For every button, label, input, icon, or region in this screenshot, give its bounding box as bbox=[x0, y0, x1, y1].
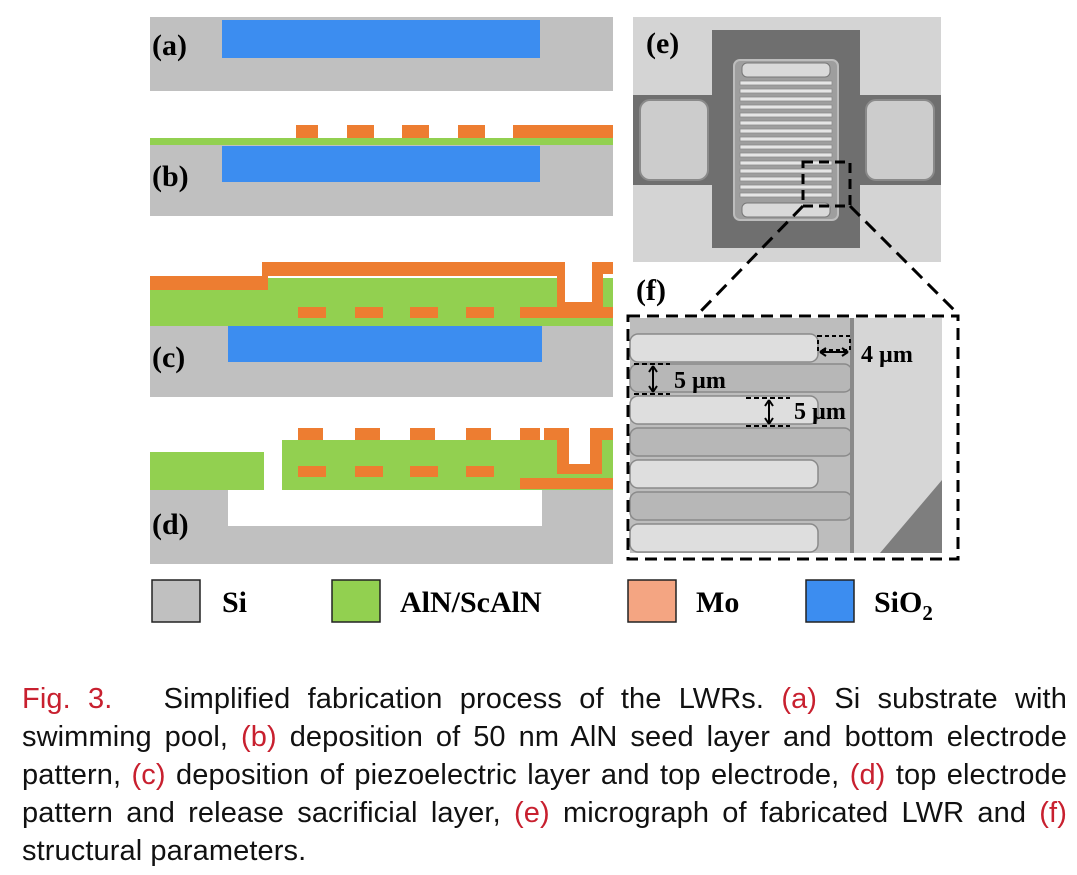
panel-d: (d) bbox=[150, 428, 613, 564]
bottom-electrode-buried bbox=[298, 466, 613, 489]
figure-caption: Fig. 3. Simplified fabrication process o… bbox=[22, 683, 1067, 867]
sio2-pool bbox=[222, 146, 540, 182]
legend-swatch-mo bbox=[627, 579, 677, 623]
panel-label-d: (d) bbox=[152, 508, 189, 541]
piezo-layer-right bbox=[282, 440, 613, 490]
legend-label-mo: Mo bbox=[696, 586, 739, 619]
dim-label-pitch: 5 µm bbox=[674, 368, 726, 394]
legend-label-si: Si bbox=[222, 586, 247, 619]
panel-b: (b) bbox=[150, 125, 613, 216]
bottom-electrode-buried bbox=[298, 307, 613, 318]
caption-ref-e: (e) bbox=[513, 797, 550, 829]
zoom-box bbox=[801, 160, 852, 208]
sio2-pool bbox=[228, 326, 542, 362]
caption-ref-b: (b) bbox=[241, 721, 277, 753]
aln-seed-layer bbox=[150, 138, 613, 145]
panel-label-f: (f) bbox=[636, 274, 666, 307]
piezo-layer-left bbox=[150, 452, 264, 490]
top-electrode-layer bbox=[150, 262, 613, 310]
zoom-line-left bbox=[698, 204, 805, 314]
dim-gap bbox=[817, 335, 851, 357]
panel-a: (a) bbox=[150, 17, 613, 91]
dim-label-gap: 4 µm bbox=[861, 342, 913, 368]
zoom-line-right bbox=[848, 204, 958, 314]
fabrication-figure: (a) (b) (c) bbox=[150, 17, 960, 625]
release-hole bbox=[264, 440, 272, 490]
sio2-pool bbox=[222, 20, 540, 58]
caption-fig-number: Fig. 3. bbox=[22, 683, 113, 715]
panel-label-a: (a) bbox=[152, 29, 187, 62]
caption-ref-a: (a) bbox=[781, 683, 818, 715]
panel-label-c: (c) bbox=[152, 341, 185, 374]
released-cavity bbox=[228, 490, 542, 526]
panel-c: (c) bbox=[150, 262, 613, 397]
legend-swatch-sio2 bbox=[805, 579, 855, 623]
panel-e-micrograph: (e) bbox=[633, 17, 941, 262]
panel-label-e: (e) bbox=[646, 27, 679, 60]
legend-swatch-si bbox=[151, 579, 201, 623]
legend-label-aln: AlN/ScAlN bbox=[400, 586, 542, 619]
caption-ref-c: (c) bbox=[131, 759, 166, 791]
legend-swatch-aln bbox=[331, 579, 381, 623]
dim-finger bbox=[746, 397, 790, 427]
legend: Si AlN/ScAlN Mo SiO2 bbox=[151, 579, 933, 625]
panel-f-zoom: (f) 4 µm 5 µ bbox=[626, 274, 960, 561]
top-electrode-pattern bbox=[298, 428, 613, 474]
caption-ref-d: (d) bbox=[849, 759, 886, 791]
dim-label-finger: 5 µm bbox=[794, 399, 846, 425]
panel-label-b: (b) bbox=[152, 160, 189, 193]
bottom-electrode-pattern bbox=[296, 125, 613, 138]
legend-label-sio2: SiO2 bbox=[874, 586, 933, 625]
idt-fingers bbox=[739, 80, 833, 198]
zoom-fingers bbox=[629, 333, 853, 553]
dim-pitch bbox=[634, 363, 670, 395]
caption-ref-f: (f) bbox=[1039, 797, 1067, 829]
